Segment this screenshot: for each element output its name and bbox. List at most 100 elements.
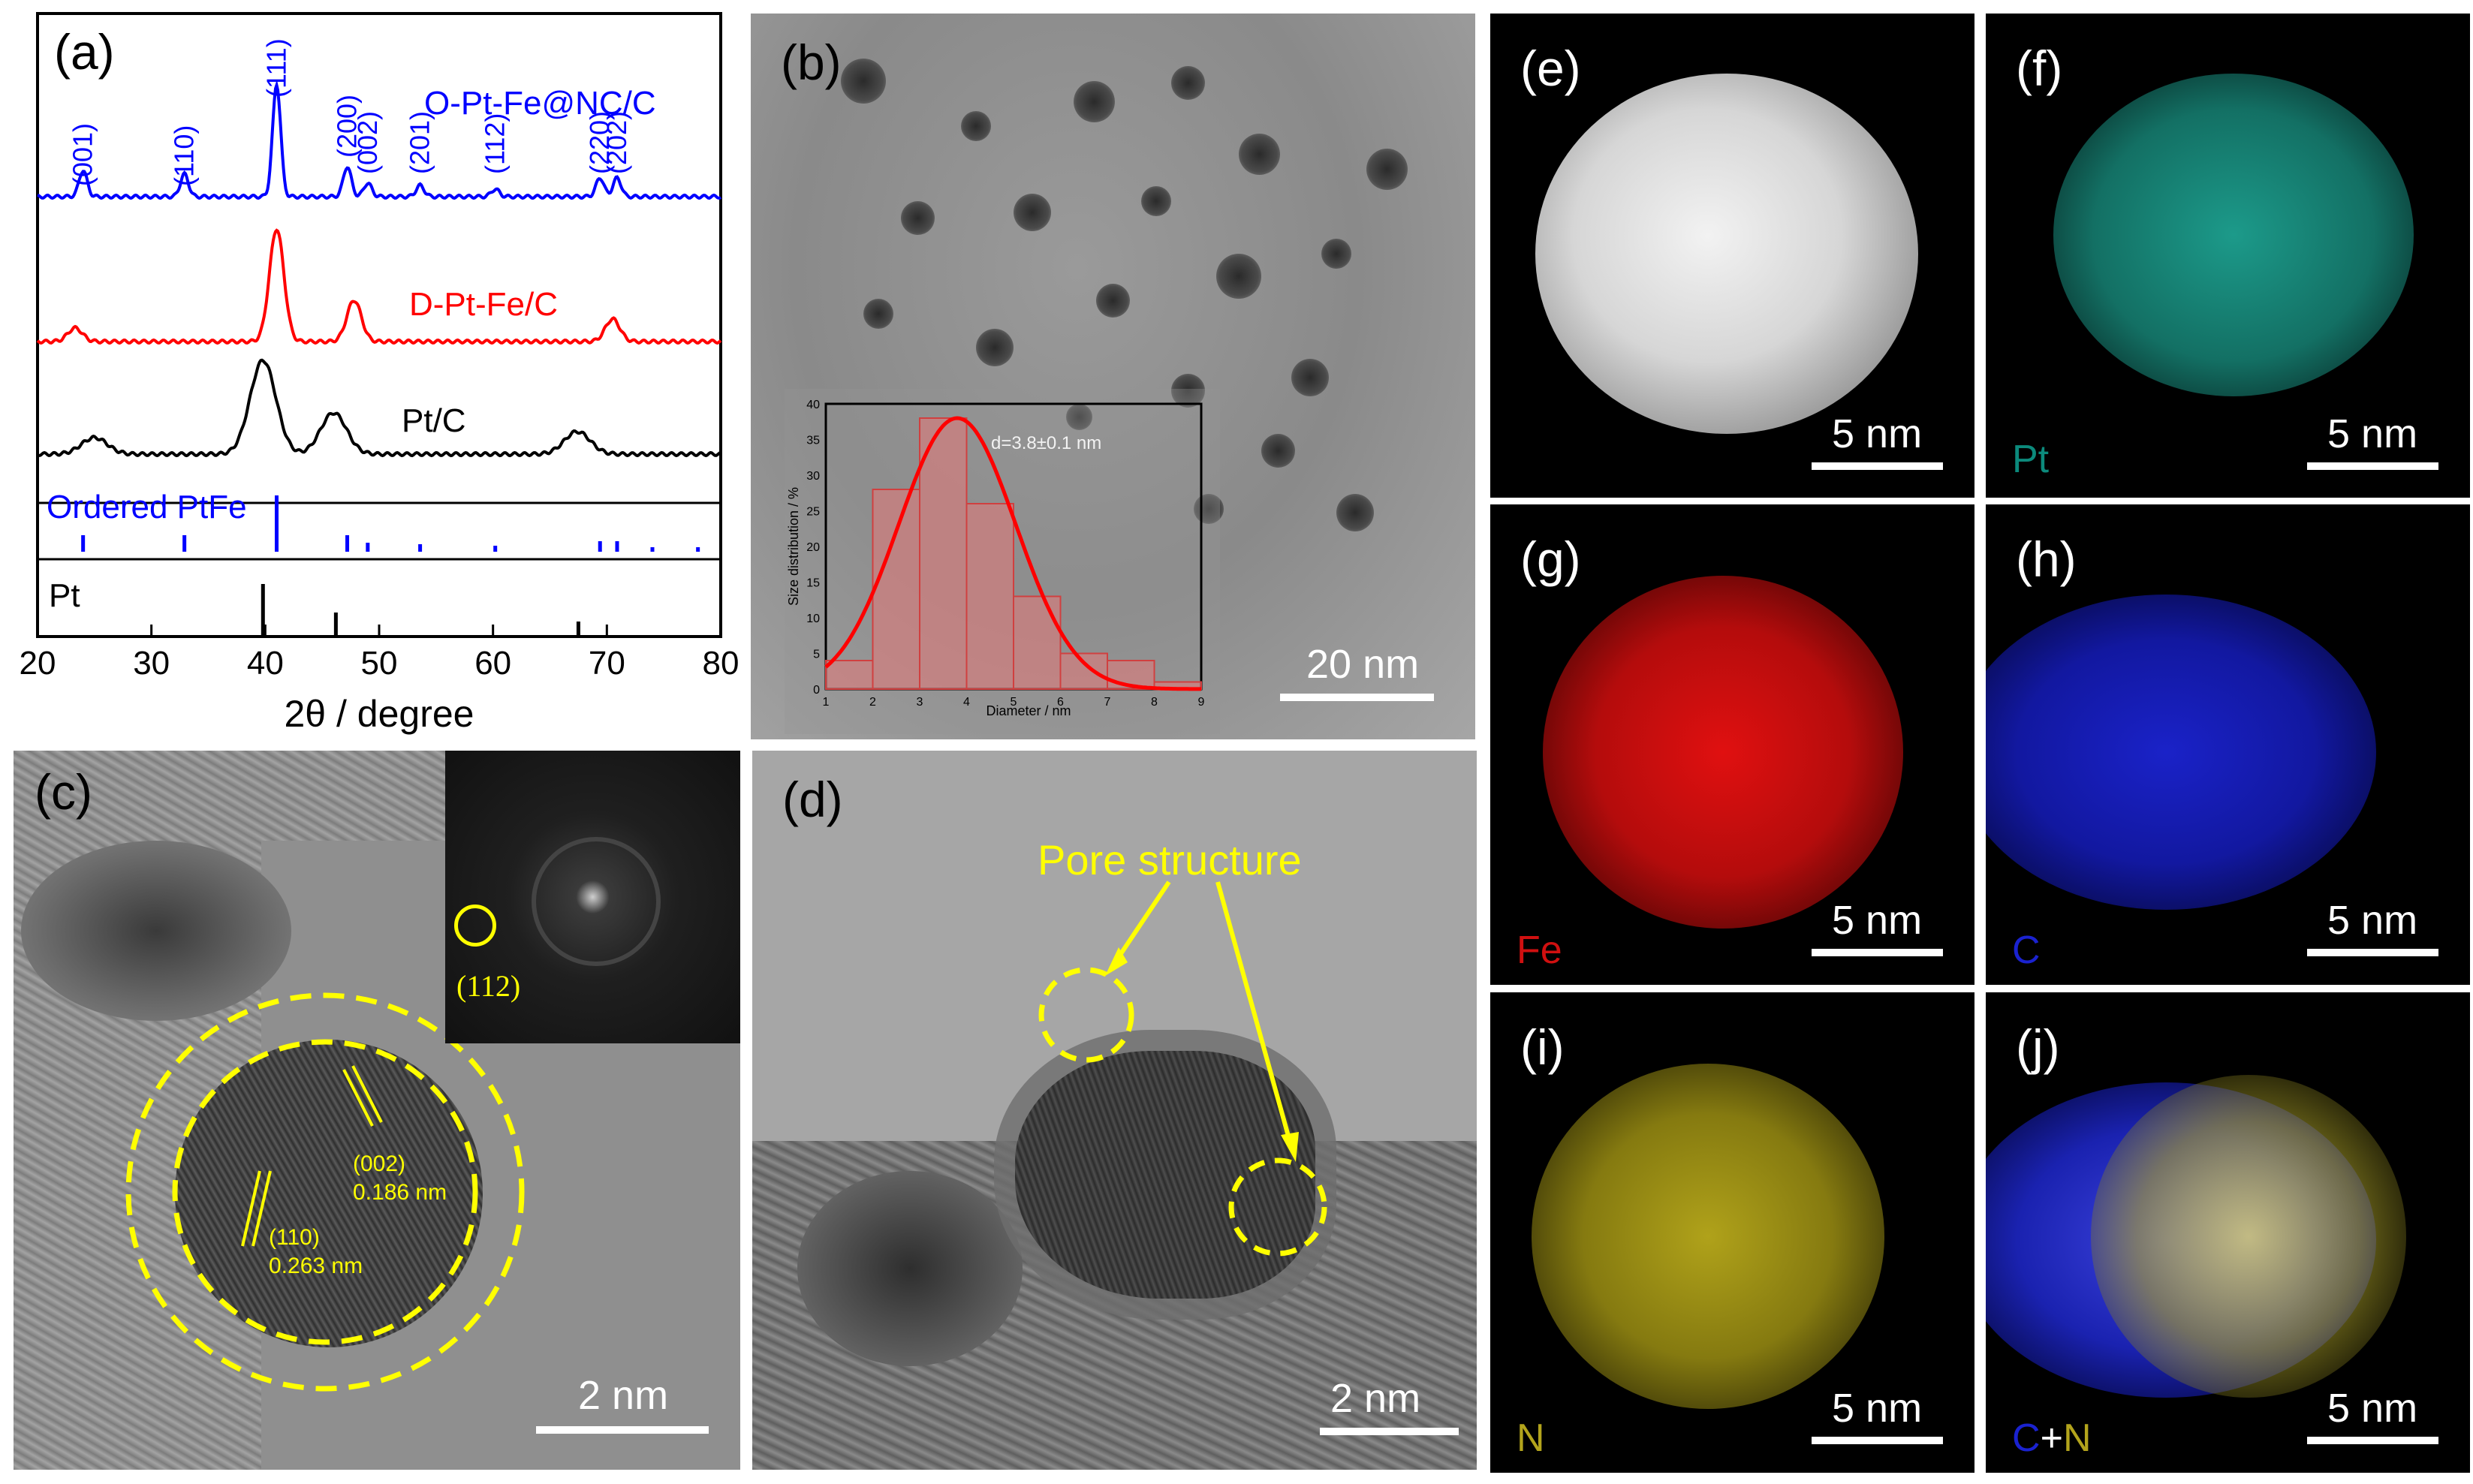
xrd-peak-label: (112) (480, 113, 511, 174)
histogram-y-tick: 20 (806, 541, 820, 554)
xrd-x-tick-label: 40 (247, 645, 284, 682)
histogram-x-tick: 8 (1151, 696, 1158, 709)
histogram-x-tick: 9 (1198, 696, 1205, 709)
panel-i-scale-bar (1812, 1437, 1943, 1444)
element-c-n-label: C+N (2012, 1419, 2092, 1458)
panel-b-label: (b) (781, 35, 842, 90)
panel-d-label: (d) (782, 772, 843, 827)
outer-shell-circle (125, 992, 525, 1392)
histogram-y-tick: 40 (806, 399, 820, 411)
xrd-x-axis-label: 2θ / degree (285, 693, 474, 735)
panel-c-overlay: (002) 0.186 nm (110) 0.263 nm (125, 992, 525, 1392)
haadf-particle (1535, 74, 1918, 434)
panel-f-scale-bar (2307, 462, 2438, 470)
xrd-x-tick-label: 60 (474, 645, 511, 682)
pore-arrowhead-1 (1105, 947, 1128, 976)
tem-nanoparticle (1366, 149, 1408, 190)
panel-b-scale-text: 20 nm (1306, 642, 1420, 687)
panel-c-scale-bar (536, 1426, 709, 1434)
fft-ring (532, 837, 661, 966)
histogram-y-tick: 15 (806, 577, 820, 590)
tem-nanoparticle (1216, 254, 1261, 299)
element-plus: + (2040, 1416, 2063, 1460)
tem-nanoparticle (1336, 494, 1374, 531)
histogram-bar (825, 660, 874, 690)
histogram-annotation: d=3.8±0.1 nm (991, 433, 1101, 453)
support-particle (21, 841, 291, 1021)
panel-h-label: (h) (2016, 531, 2077, 587)
tem-nanoparticle (1014, 194, 1051, 231)
tem-nanoparticle (1261, 434, 1295, 468)
panel-e-haadf-map: (e) 5 nm (1490, 14, 1974, 498)
panel-h-scale-bar (2307, 949, 2438, 956)
panel-f-pt-map: (f) Pt 5 nm (1986, 14, 2470, 498)
curve-label-o-pt-fe: O-Pt-Fe@NC/C (424, 85, 656, 122)
ref-label-ordered-ptfe: Ordered PtFe (47, 489, 247, 525)
xrd-x-tick-label: 80 (703, 645, 739, 682)
tem-nanoparticle (1096, 284, 1130, 318)
tem-nanoparticle (1239, 134, 1280, 175)
panel-h-c-map: (h) C 5 nm (1986, 504, 2470, 985)
pore-circle-2 (1228, 1157, 1327, 1257)
n-signal (1532, 1064, 1884, 1409)
tem-nanoparticle (841, 59, 886, 104)
panel-e-scale-text: 5 nm (1832, 411, 1923, 456)
histogram-x-tick: 3 (917, 696, 923, 709)
panel-a-label: (a) (54, 24, 115, 80)
xrd-curve-0 (37, 80, 722, 200)
gaussian-fit-curve (824, 416, 1201, 691)
fringe-002-b (351, 1065, 383, 1123)
histogram-bar (872, 489, 920, 690)
panel-e-scale-bar (1812, 462, 1943, 470)
panel-j-label: (j) (2016, 1019, 2060, 1075)
curve-label-pt-c: Pt/C (402, 402, 466, 439)
histogram-y-tick: 35 (806, 435, 820, 447)
panel-c-hrtem: (002) 0.186 nm (110) 0.263 nm (112) (c) … (14, 751, 740, 1470)
histogram-x-tick: 2 (869, 696, 876, 709)
xrd-x-tick-label: 20 (20, 645, 56, 682)
pore-arrowhead-2 (1281, 1132, 1299, 1162)
panel-i-scale-text: 5 nm (1832, 1386, 1923, 1431)
panel-i-label: (i) (1520, 1019, 1565, 1075)
tem-nanoparticle (1141, 186, 1171, 216)
panel-a-xrd: 20 30 40 50 60 70 80 (001) (110) (111) (200) (002)… (0, 0, 743, 743)
ref-label-pt: Pt (49, 577, 80, 614)
tem-nanoparticle (1066, 404, 1092, 430)
fringe-110-b (252, 1170, 272, 1247)
plane-label-110: (110) (269, 1225, 320, 1250)
tem-nanoparticle (863, 299, 893, 329)
neighbor-particle (797, 1171, 1023, 1366)
xrd-peak-label: (201) (405, 111, 435, 174)
fringe-002-a (342, 1069, 374, 1127)
fe-signal (1543, 576, 1903, 929)
xrd-peak-label: (110) (169, 125, 200, 186)
panel-g-scale-text: 5 nm (1832, 898, 1923, 943)
pt-signal (2053, 74, 2414, 396)
panel-h-scale-text: 5 nm (2327, 898, 2418, 943)
fft-spot-circle (454, 905, 496, 947)
fringe-110-a (241, 1170, 261, 1247)
tem-nanoparticle (1291, 359, 1329, 396)
xrd-curve-1 (36, 228, 722, 345)
tem-nanoparticle (1321, 239, 1351, 269)
panel-d-scale-text: 2 nm (1330, 1376, 1421, 1421)
plane-d-110: 0.263 nm (269, 1254, 363, 1278)
xrd-curve-2 (36, 358, 721, 458)
pore-circle-1 (1038, 967, 1134, 1063)
histogram-y-tick: 25 (806, 506, 820, 519)
tem-nanoparticle (1194, 494, 1224, 524)
panel-b-tem: (b) 0 5 10 15 20 25 30 35 40 1 2 3 4 5 6 7 8 9 Diameter /… (751, 14, 1475, 739)
xrd-chart: 20 30 40 50 60 70 80 (001) (110) (111) (200)(002)… (20, 12, 739, 735)
panel-b-scale-bar (1280, 694, 1434, 701)
xrd-peak-label: (202) (601, 111, 632, 174)
panel-d-scale-bar (1320, 1428, 1459, 1435)
panel-e-label: (e) (1520, 41, 1581, 96)
plane-d-002: 0.186 nm (353, 1180, 447, 1205)
histogram-bar (965, 503, 1014, 690)
histogram-y-tick: 30 (806, 470, 820, 483)
xrd-peak-label: (220) (584, 111, 615, 174)
histogram-y-tick: 5 (813, 649, 820, 661)
panel-d-hrtem: Pore structure (d) 2 nm (752, 751, 1477, 1470)
histogram-x-tick: 7 (1104, 696, 1111, 709)
tem-nanoparticle (1074, 81, 1115, 122)
